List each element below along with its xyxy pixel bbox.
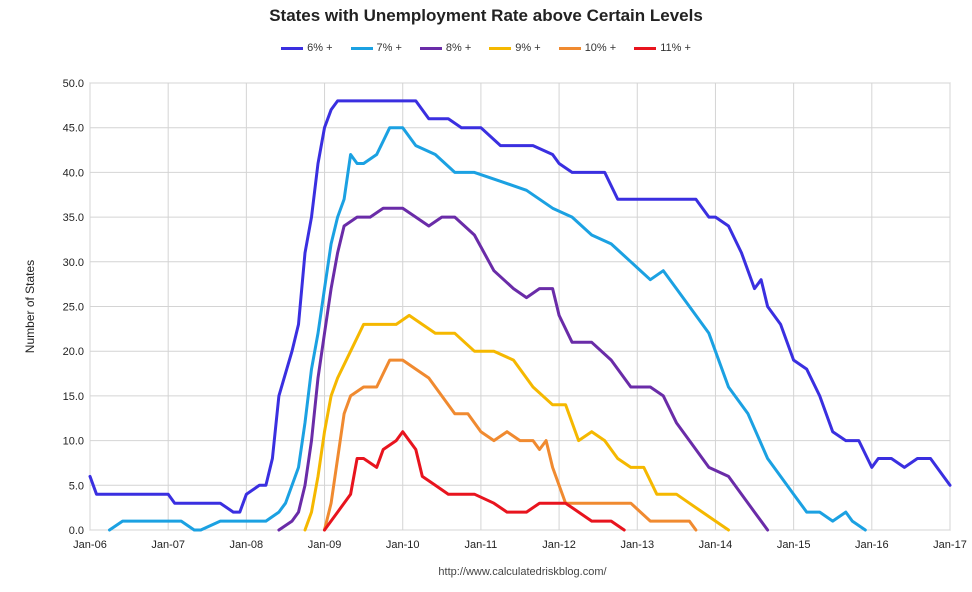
legend-label: 7% + <box>376 42 402 54</box>
chart-title: States with Unemployment Rate above Cert… <box>269 6 703 25</box>
legend-item: 6% + <box>281 42 333 54</box>
y-tick-label: 35.0 <box>63 212 84 224</box>
legend-item: 11% + <box>634 42 691 54</box>
y-tick-label: 10.0 <box>63 436 84 448</box>
y-tick-label: 50.0 <box>63 78 84 90</box>
legend-label: 11% + <box>660 42 691 54</box>
legend-swatch <box>350 46 373 50</box>
y-tick-label: 0.0 <box>69 525 84 537</box>
x-tick-label: Jan-16 <box>855 539 889 551</box>
series-line-7pct <box>108 126 867 532</box>
x-tick-label: Jan-09 <box>308 539 342 551</box>
legend-label: 10% + <box>584 42 617 54</box>
chart-legend: 6% + 7% + 8% + 9% + 10% + 11% + <box>0 42 972 54</box>
x-tick-label: Jan-17 <box>933 539 967 551</box>
y-tick-label: 30.0 <box>63 257 84 269</box>
legend-label: 9% + <box>515 42 541 54</box>
source-url: http://www.calculatedriskblog.com/ <box>438 566 607 578</box>
x-tick-label: Jan-12 <box>542 539 576 551</box>
y-axis-title: Number of States <box>23 260 37 353</box>
series-line-11pct <box>323 430 626 532</box>
x-tick-label: Jan-11 <box>464 539 497 551</box>
legend-item: 10% + <box>558 42 617 54</box>
legend-label: 6% + <box>307 42 333 54</box>
legend-item: 8% + <box>419 42 472 54</box>
legend-item: 7% + <box>350 42 402 54</box>
series-line-10pct <box>323 358 698 532</box>
legend-swatch <box>489 46 512 50</box>
x-tick-label: Jan-15 <box>777 539 811 551</box>
legend-label: 8% + <box>445 42 472 54</box>
y-tick-label: 20.0 <box>63 346 84 358</box>
y-tick-label: 5.0 <box>69 480 84 492</box>
y-tick-label: 40.0 <box>63 167 84 179</box>
series-line-6pct <box>88 99 952 514</box>
series-line-9pct <box>303 313 730 532</box>
y-tick-label: 25.0 <box>63 302 84 314</box>
legend-swatch <box>634 46 657 50</box>
y-tick-label: 45.0 <box>63 123 84 135</box>
x-tick-label: Jan-06 <box>73 539 107 551</box>
y-tick-label: 15.0 <box>63 391 84 403</box>
x-tick-label: Jan-13 <box>620 539 654 551</box>
series-line-8pct <box>277 206 770 532</box>
legend-swatch <box>419 46 442 50</box>
x-tick-label: Jan-07 <box>151 539 185 551</box>
legend-swatch <box>558 46 581 50</box>
x-tick-label: Jan-08 <box>230 539 264 551</box>
legend-swatch <box>281 46 304 50</box>
x-tick-label: Jan-14 <box>699 539 733 551</box>
legend-item: 9% + <box>489 42 541 54</box>
x-tick-label: Jan-10 <box>386 539 420 551</box>
